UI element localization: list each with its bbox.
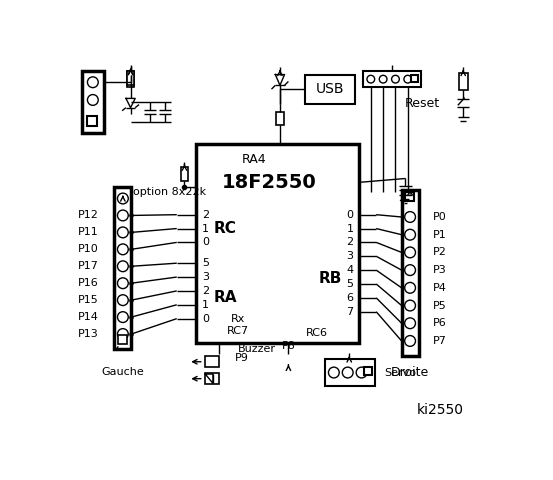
Bar [305, 74, 356, 104]
Text: P16: P16 [78, 278, 99, 288]
Text: P6: P6 [432, 318, 446, 328]
Text: 2: 2 [202, 210, 209, 220]
Bar [87, 116, 97, 126]
Circle shape [405, 282, 415, 293]
Circle shape [405, 212, 415, 222]
Bar [325, 360, 375, 386]
Text: Buzzer: Buzzer [238, 344, 276, 354]
Bar [181, 167, 189, 181]
Text: 3: 3 [202, 272, 209, 282]
Text: 7: 7 [347, 307, 353, 317]
Circle shape [392, 75, 399, 83]
Text: RB: RB [319, 271, 342, 286]
Text: RA: RA [213, 290, 237, 305]
Circle shape [328, 367, 339, 378]
Text: P14: P14 [78, 312, 99, 322]
Bar [196, 144, 359, 343]
Circle shape [405, 318, 415, 329]
Text: 0: 0 [202, 238, 209, 247]
Circle shape [342, 367, 353, 378]
Circle shape [356, 367, 367, 378]
Text: P4: P4 [432, 283, 446, 293]
Text: 2: 2 [347, 238, 353, 247]
Text: RC7: RC7 [227, 326, 249, 336]
Bar [364, 367, 372, 375]
Circle shape [117, 278, 128, 288]
Text: P8: P8 [281, 341, 295, 351]
Text: P17: P17 [78, 261, 99, 271]
Text: P9: P9 [235, 353, 249, 363]
Circle shape [405, 300, 415, 311]
Bar [411, 75, 418, 82]
Text: 2: 2 [202, 286, 209, 296]
Circle shape [117, 329, 128, 339]
Bar [405, 192, 414, 201]
Text: RC6: RC6 [306, 328, 328, 338]
Circle shape [117, 312, 128, 323]
Text: 0: 0 [202, 313, 209, 324]
Text: 4: 4 [347, 265, 353, 275]
Circle shape [117, 193, 128, 204]
Text: P1: P1 [432, 230, 446, 240]
Text: P13: P13 [78, 329, 99, 339]
Text: P11: P11 [78, 228, 99, 238]
Bar [401, 190, 419, 356]
Text: P2: P2 [432, 247, 446, 257]
Text: P15: P15 [78, 295, 99, 305]
Text: ki2550: ki2550 [416, 403, 463, 417]
Text: Gauche: Gauche [102, 367, 144, 377]
Text: RA4: RA4 [242, 153, 266, 166]
Text: Droite: Droite [391, 366, 429, 379]
Bar [276, 111, 284, 125]
Circle shape [117, 244, 128, 255]
Text: 5: 5 [202, 258, 209, 268]
Circle shape [117, 295, 128, 306]
Text: P0: P0 [432, 212, 446, 222]
Text: Reset: Reset [405, 96, 440, 109]
Text: 18F2550: 18F2550 [222, 173, 316, 192]
Bar [205, 373, 219, 384]
Circle shape [117, 210, 128, 221]
Text: P10: P10 [78, 244, 99, 254]
Bar [458, 73, 468, 90]
Text: 5: 5 [347, 279, 353, 289]
Circle shape [367, 75, 375, 83]
Circle shape [117, 261, 128, 272]
Bar [127, 72, 134, 87]
Text: 1: 1 [347, 224, 353, 234]
Circle shape [405, 265, 415, 276]
Bar [118, 335, 128, 344]
Circle shape [87, 77, 98, 88]
Bar [205, 356, 219, 367]
Bar [114, 187, 132, 348]
Text: Rx: Rx [231, 313, 246, 324]
Text: 0: 0 [347, 210, 353, 220]
Bar [363, 72, 421, 87]
Text: Servo: Servo [384, 368, 416, 378]
Circle shape [404, 75, 411, 83]
Circle shape [405, 247, 415, 258]
Text: P5: P5 [432, 300, 446, 311]
Circle shape [405, 229, 415, 240]
Circle shape [117, 227, 128, 238]
Bar [82, 72, 103, 133]
Text: 3: 3 [347, 251, 353, 261]
Text: P3: P3 [432, 265, 446, 275]
Text: 1: 1 [202, 300, 209, 310]
Text: option 8x22k: option 8x22k [133, 187, 206, 197]
Circle shape [405, 336, 415, 347]
Text: 1: 1 [202, 224, 209, 234]
Text: 6: 6 [347, 293, 353, 303]
Text: P7: P7 [432, 336, 446, 346]
Text: RC: RC [214, 221, 237, 236]
Text: P12: P12 [78, 210, 99, 220]
Bar [127, 72, 134, 85]
Circle shape [379, 75, 387, 83]
Circle shape [87, 95, 98, 105]
Text: USB: USB [316, 82, 345, 96]
